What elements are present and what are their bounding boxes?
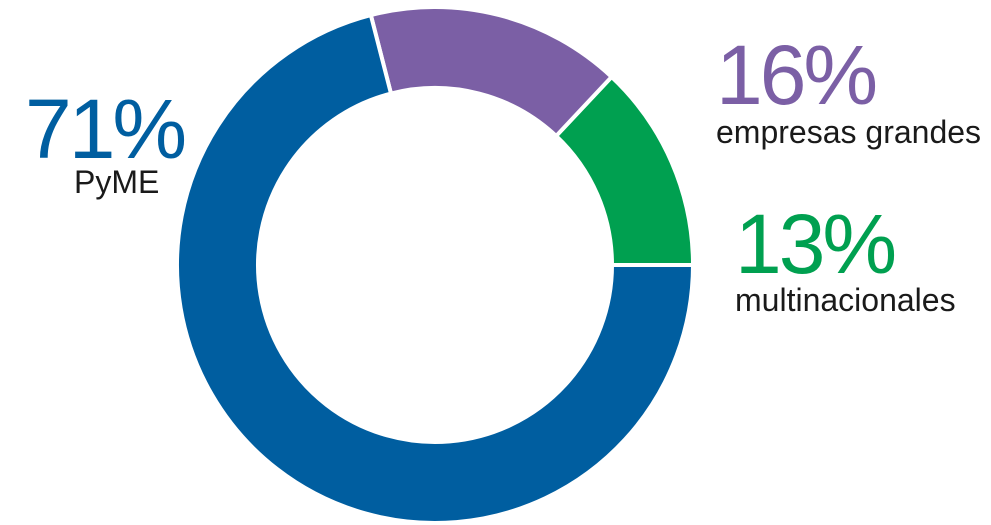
slice-label-large-companies-name: empresas grandes [716, 114, 982, 150]
slice-label-pyme-percent: 71% [25, 82, 187, 176]
slice-pyme [175, 12, 696, 525]
slice-large-companies [368, 5, 615, 139]
slice-label-multinationals-percent: 13% [735, 197, 897, 291]
slice-label-pyme-name: PyME [74, 164, 160, 200]
slice-label-large-companies-percent: 16% [716, 28, 878, 122]
slice-label-multinationals-name: multinacionales [735, 282, 956, 318]
